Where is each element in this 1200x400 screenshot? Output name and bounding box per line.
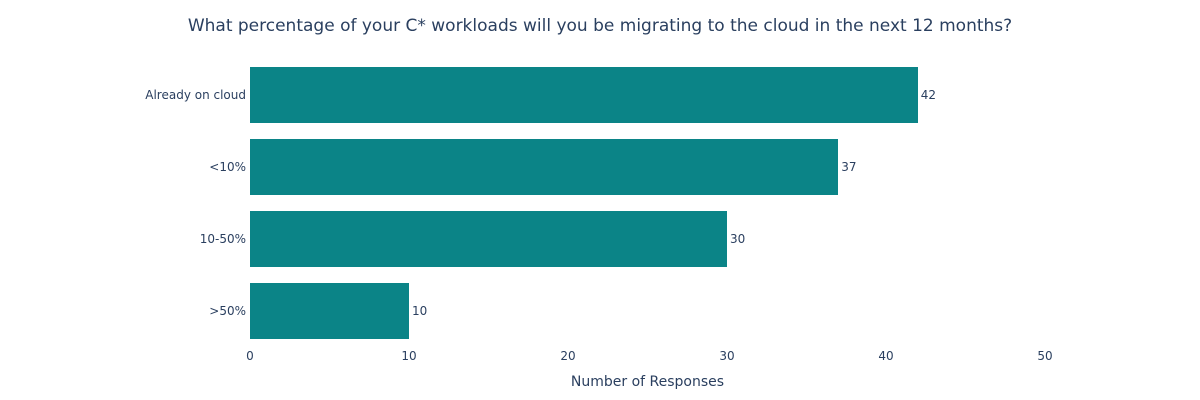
bar-value-label: 30 [730, 232, 746, 246]
bar-row: 10 [250, 275, 1045, 347]
x-tick-label: 20 [560, 349, 576, 363]
bar [250, 283, 409, 339]
x-axis-title: Number of Responses [570, 374, 725, 390]
bar [250, 211, 727, 267]
y-axis-labels: Already on cloud <10% 10-50% >50% [0, 59, 246, 347]
bar-value-label: 42 [920, 88, 937, 102]
y-axis-label: >50% [209, 304, 246, 318]
bar-value-label: 37 [841, 160, 857, 174]
x-tick-label: 10 [401, 349, 417, 363]
y-axis-label: <10% [209, 160, 246, 174]
x-tick-label: 50 [1037, 349, 1053, 363]
plot-area: 42 37 30 10 [250, 59, 1045, 347]
x-tick-label: 0 [246, 349, 254, 363]
chart-title: What percentage of your C* workloads wil… [187, 16, 1013, 36]
bar-row: 42 [250, 59, 1045, 131]
bar-row: 37 [250, 131, 1045, 203]
x-tick-label: 40 [878, 349, 894, 363]
bar [250, 139, 839, 195]
y-axis-label: Already on cloud [145, 88, 246, 102]
bar-value-label: 10 [412, 304, 428, 318]
x-tick-label: 30 [719, 349, 735, 363]
bar [250, 67, 918, 123]
bar-row: 30 [250, 203, 1045, 275]
y-axis-label: 10-50% [199, 232, 246, 246]
